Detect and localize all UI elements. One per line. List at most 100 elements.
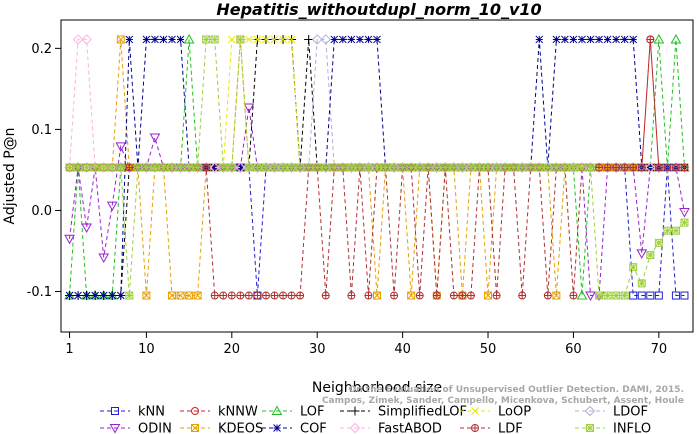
data-point-cof [82, 291, 91, 300]
data-point-odin [585, 291, 596, 302]
data-point-cof [364, 35, 373, 44]
data-point-inflo [304, 163, 313, 172]
x-tick-label: 30 [309, 342, 326, 357]
data-point-lof [183, 33, 195, 44]
data-point-ldf [287, 291, 296, 300]
data-point-inflo [279, 163, 288, 172]
data-point-inflo [261, 163, 270, 172]
data-point-ldf [654, 163, 663, 172]
data-point-fastabod [645, 162, 656, 173]
data-point-cof [373, 35, 381, 44]
data-point-inflo [535, 163, 544, 172]
data-point-knn [637, 291, 646, 300]
data-point-odin [149, 133, 161, 144]
data-point-inflo [168, 163, 177, 172]
x-tick-label: 20 [224, 342, 241, 357]
data-point-lof [576, 290, 588, 300]
data-point-ldf [321, 291, 330, 300]
data-point-inflo [82, 163, 91, 172]
legend-item-fastabod: FastABOD [340, 422, 442, 434]
data-point-ldf [210, 291, 219, 300]
watermark-citation: On the Evaluation of Unsupervised Outlie… [349, 385, 684, 395]
data-point-ldf [629, 163, 638, 172]
data-point-inflo [373, 163, 381, 172]
data-point-fastabod [209, 162, 220, 173]
data-point-cof [74, 291, 82, 300]
data-point-inflo [415, 163, 424, 172]
data-point-ldf [671, 163, 680, 172]
data-point-simplifiedlof [304, 34, 314, 44]
data-point-inflo [185, 163, 194, 172]
data-point-cof [168, 35, 176, 44]
data-point-odin [81, 223, 92, 233]
data-point-cof [142, 35, 151, 44]
data-point-knn [646, 291, 655, 300]
data-point-fastabod [235, 162, 246, 173]
data-point-inflo [595, 291, 604, 300]
data-point-ldf [432, 291, 441, 300]
legend-label-loop: LoOP [498, 405, 531, 420]
data-point-ldf [543, 291, 552, 300]
data-point-kdeos [193, 291, 202, 300]
data-point-ldof [312, 34, 323, 45]
data-point-knn [680, 291, 689, 300]
data-point-ldf [595, 163, 604, 172]
data-point-inflo [202, 35, 211, 44]
data-point-ldf [620, 163, 629, 172]
data-point-inflo [432, 163, 441, 172]
data-point-odin [64, 234, 75, 245]
data-point-ldf [603, 163, 612, 172]
x-tick-label: 70 [651, 342, 668, 357]
data-point-inflo [484, 163, 493, 172]
data-point-odin [679, 208, 690, 218]
data-point-inflo [381, 163, 390, 172]
series-loop [65, 35, 689, 172]
legend-item-odin: ODIN [100, 422, 172, 434]
data-point-kdeos [552, 291, 561, 300]
data-point-inflo [91, 163, 100, 172]
data-point-inflo [543, 163, 552, 172]
data-point-inflo [663, 226, 672, 235]
data-point-cof [159, 35, 168, 44]
data-point-ldf [569, 291, 578, 300]
x-tick-label: 10 [138, 342, 155, 357]
data-point-inflo [236, 35, 245, 44]
series-odin [64, 103, 690, 302]
data-point-ldf [202, 163, 211, 172]
data-point-inflo [321, 163, 330, 172]
data-point-inflo [270, 163, 279, 172]
data-point-cof [176, 35, 185, 44]
legend-item-loop: LoOP [460, 405, 531, 420]
data-point-cof [612, 35, 620, 44]
data-point-knn [654, 291, 663, 300]
data-point-inflo [219, 163, 228, 172]
series-line-loop [69, 38, 685, 168]
data-point-inflo [296, 163, 305, 172]
data-point-inflo [150, 163, 159, 172]
data-point-knn [629, 291, 638, 300]
data-point-cof [535, 35, 544, 44]
data-point-inflo [313, 163, 322, 172]
data-point-ldf [364, 291, 373, 300]
y-tick-label: -0.1 [27, 285, 52, 300]
data-point-cof [586, 35, 595, 44]
plot-frame [60, 19, 694, 333]
data-point-ldf [680, 163, 689, 172]
data-point-odin [115, 142, 127, 152]
y-tick-label: 0.1 [31, 123, 52, 138]
data-point-inflo [475, 163, 484, 172]
data-point-inflo [637, 279, 646, 288]
series-ldof [64, 34, 690, 173]
legend-item-simplifiedlof: SimplifiedLOF [340, 405, 467, 420]
data-point-ldof [320, 34, 331, 45]
data-point-ldf [219, 291, 228, 300]
data-point-loop [287, 35, 296, 44]
data-point-odin [243, 103, 255, 114]
data-point-inflo [466, 163, 475, 172]
data-point-kdeos [176, 291, 185, 300]
data-point-ldf [458, 291, 467, 300]
data-point-fastabod [72, 34, 84, 45]
data-point-cof [108, 291, 117, 300]
data-point-odin [636, 249, 648, 259]
data-point-inflo [65, 163, 74, 172]
